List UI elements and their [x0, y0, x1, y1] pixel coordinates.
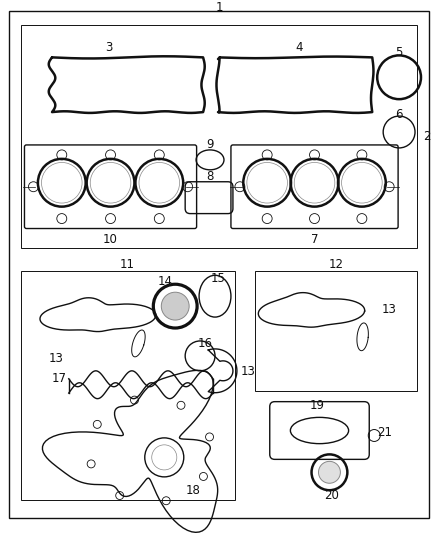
- Text: 14: 14: [158, 274, 173, 288]
- Text: 3: 3: [105, 41, 112, 54]
- Text: 4: 4: [296, 41, 304, 54]
- Text: 2: 2: [423, 131, 431, 143]
- Bar: [21, 25, 417, 248]
- Bar: [21, 271, 235, 500]
- Circle shape: [318, 462, 340, 483]
- Text: 10: 10: [103, 233, 118, 246]
- Text: 13: 13: [240, 365, 255, 378]
- Text: 7: 7: [311, 233, 318, 246]
- Text: 18: 18: [186, 484, 201, 497]
- Text: 21: 21: [377, 426, 392, 439]
- Text: 11: 11: [120, 258, 135, 271]
- Text: 15: 15: [211, 272, 226, 285]
- Text: 1: 1: [215, 1, 223, 14]
- Text: 5: 5: [396, 46, 403, 59]
- Text: 8: 8: [206, 170, 214, 183]
- Text: 9: 9: [206, 139, 214, 151]
- Text: 13: 13: [381, 303, 396, 316]
- Text: 6: 6: [396, 108, 403, 120]
- Text: 17: 17: [51, 372, 66, 385]
- Text: 16: 16: [198, 337, 212, 350]
- Bar: [255, 271, 417, 391]
- Text: 13: 13: [48, 352, 63, 365]
- Circle shape: [161, 292, 189, 320]
- Text: 12: 12: [329, 258, 344, 271]
- Text: 20: 20: [324, 489, 339, 502]
- Text: 19: 19: [310, 399, 325, 412]
